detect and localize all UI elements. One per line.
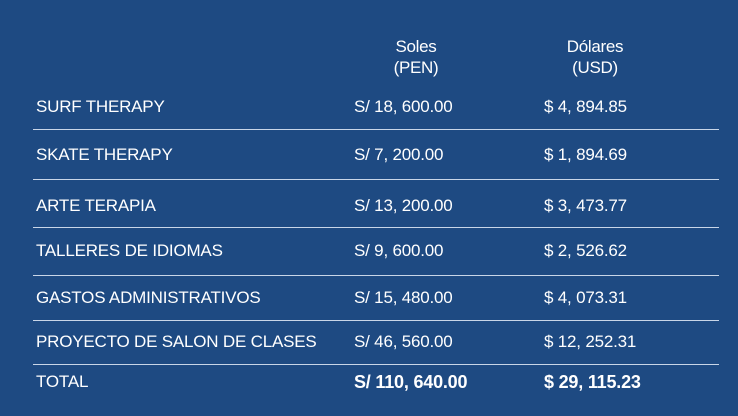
column-header-usd-currency: (USD) [572,58,618,77]
total-amount-usd: $ 29, 115.23 [544,372,641,392]
column-header-usd-title: Dólares [566,37,624,56]
row-concept: TALLERES DE IDIOMAS [36,241,223,260]
column-header-pen-title: Soles [395,37,437,56]
row-amount-pen: S/ 7, 200.00 [354,145,444,164]
row-concept: ARTE TERAPIA [36,196,156,215]
row-amount-pen: S/ 9, 600.00 [354,241,444,260]
total-amount-pen: S/ 110, 640.00 [354,372,468,392]
column-header-usd: Dólares (USD) [535,36,655,78]
row-divider [33,364,719,365]
row-divider [33,227,719,228]
row-amount-usd: $ 4, 894.85 [544,97,627,116]
row-concept: SKATE THERAPY [36,145,173,164]
row-divider [33,320,719,321]
row-amount-usd: $ 1, 894.69 [544,145,627,164]
row-divider [33,129,719,130]
row-amount-usd: $ 2, 526.62 [544,241,627,260]
row-divider [33,275,719,276]
column-header-pen: Soles (PEN) [356,36,476,78]
row-concept: GASTOS ADMINISTRATIVOS [36,288,261,307]
row-amount-pen: S/ 15, 480.00 [354,288,453,307]
row-concept: PROYECTO DE SALON DE CLASES [36,332,317,351]
row-amount-pen: S/ 46, 560.00 [354,332,453,351]
row-amount-pen: S/ 13, 200.00 [354,196,453,215]
row-concept: SURF THERAPY [36,97,165,116]
column-header-pen-currency: (PEN) [393,58,439,77]
row-amount-usd: $ 12, 252.31 [544,332,637,351]
row-divider [33,179,719,180]
row-amount-usd: $ 4, 073.31 [544,288,627,307]
row-amount-pen: S/ 18, 600.00 [354,97,453,116]
total-label: TOTAL [36,372,89,391]
row-amount-usd: $ 3, 473.77 [544,196,627,215]
